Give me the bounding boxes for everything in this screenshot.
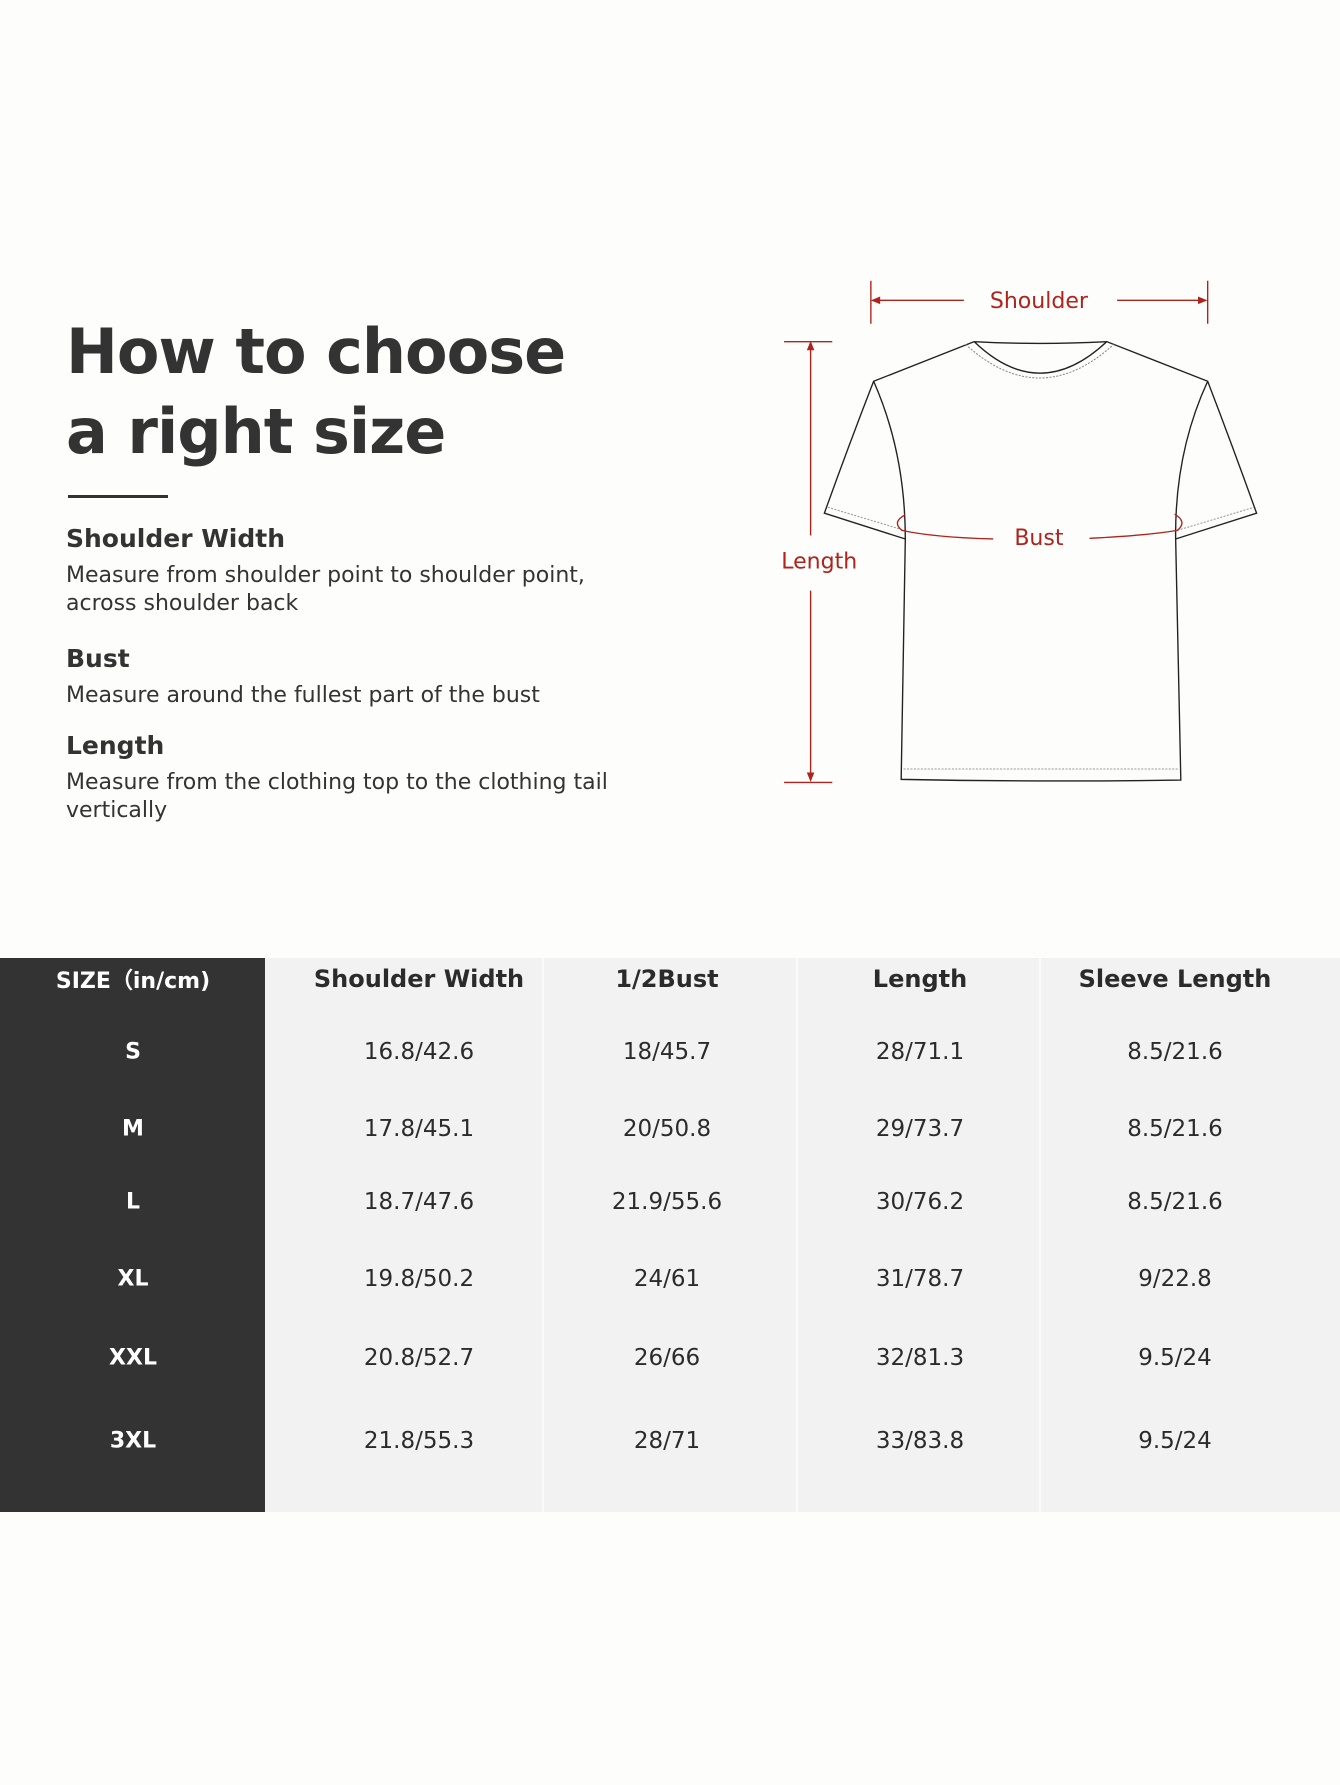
cell-length: 28/71.1 — [875, 1039, 965, 1065]
cell-shoulder-width: 20.8/52.7 — [363, 1345, 475, 1371]
cell-shoulder-width: 19.8/50.2 — [363, 1266, 475, 1292]
bust-description: Measure around the fullest part of the b… — [66, 682, 666, 710]
size-table: SIZE（in/cm) Shoulder Width 1/2Bust Length Sl… — [0, 958, 1340, 1512]
cell-sleeve-length: 9.5/24 — [1138, 1428, 1212, 1454]
size-label: XL — [117, 1266, 149, 1292]
cell-length: 33/83.8 — [875, 1428, 965, 1454]
cell-length: 29/73.7 — [875, 1116, 965, 1142]
title-line-2: a right size — [66, 395, 446, 468]
cell-sleeve-length: 8.5/21.6 — [1127, 1039, 1223, 1065]
size-label: M — [122, 1116, 144, 1142]
tshirt-outline — [823, 340, 1258, 782]
shoulder-label: Shoulder — [990, 289, 1089, 314]
size-label: XXL — [109, 1345, 157, 1371]
cell-shoulder-width: 21.8/55.3 — [363, 1428, 475, 1454]
cell-sleeve-length: 9.5/24 — [1138, 1345, 1212, 1371]
size-label: S — [125, 1039, 141, 1065]
cell-half-bust: 18/45.7 — [622, 1039, 712, 1065]
cell-sleeve-length: 9/22.8 — [1138, 1266, 1212, 1292]
size-column-background — [0, 958, 265, 1512]
cell-half-bust: 24/61 — [633, 1266, 701, 1292]
header-sleeve-length: Sleeve Length — [1078, 965, 1272, 993]
bust-heading: Bust — [66, 644, 130, 673]
cell-half-bust: 21.9/55.6 — [611, 1189, 723, 1215]
length-heading: Length — [66, 731, 165, 760]
header-shoulder-width: Shoulder Width — [313, 965, 525, 993]
header-half-bust: 1/2Bust — [615, 965, 719, 993]
header-size: SIZE（in/cm) — [55, 969, 211, 994]
description-line: Measure from the clothing top to the clo… — [66, 770, 608, 795]
cell-half-bust: 20/50.8 — [622, 1116, 712, 1142]
cell-shoulder-width: 17.8/45.1 — [363, 1116, 475, 1142]
header-length: Length — [872, 965, 968, 993]
description-line: Measure from shoulder point to shoulder … — [66, 563, 585, 588]
column-divider — [796, 958, 798, 1512]
title-line-1: How to choose — [66, 315, 566, 388]
cell-half-bust: 28/71 — [633, 1428, 701, 1454]
description-line: vertically — [66, 798, 168, 823]
shoulder-width-description: Measure from shoulder point to shoulder … — [66, 562, 666, 618]
cell-shoulder-width: 18.7/47.6 — [363, 1189, 475, 1215]
description-line: Measure around the fullest part of the b… — [66, 683, 540, 708]
title-underline — [68, 495, 168, 498]
cell-sleeve-length: 8.5/21.6 — [1127, 1116, 1223, 1142]
page-title: How to choose a right size — [66, 312, 566, 472]
column-divider — [1039, 958, 1041, 1512]
size-label: L — [125, 1189, 141, 1215]
tshirt-measurement-diagram: Shoulder Bust Length — [781, 280, 1258, 784]
cell-sleeve-length: 8.5/21.6 — [1127, 1189, 1223, 1215]
cell-shoulder-width: 16.8/42.6 — [363, 1039, 475, 1065]
description-line: across shoulder back — [66, 591, 299, 616]
cell-length: 31/78.7 — [875, 1266, 965, 1292]
cell-length: 30/76.2 — [875, 1189, 965, 1215]
length-label: Length — [781, 549, 857, 574]
shoulder-width-heading: Shoulder Width — [66, 524, 286, 553]
size-label: 3XL — [109, 1428, 157, 1454]
cell-length: 32/81.3 — [875, 1345, 965, 1371]
cell-half-bust: 26/66 — [633, 1345, 701, 1371]
column-divider — [542, 958, 544, 1512]
length-description: Measure from the clothing top to the clo… — [66, 769, 666, 825]
bust-label: Bust — [1014, 526, 1064, 551]
measurement-lines — [784, 280, 1209, 784]
